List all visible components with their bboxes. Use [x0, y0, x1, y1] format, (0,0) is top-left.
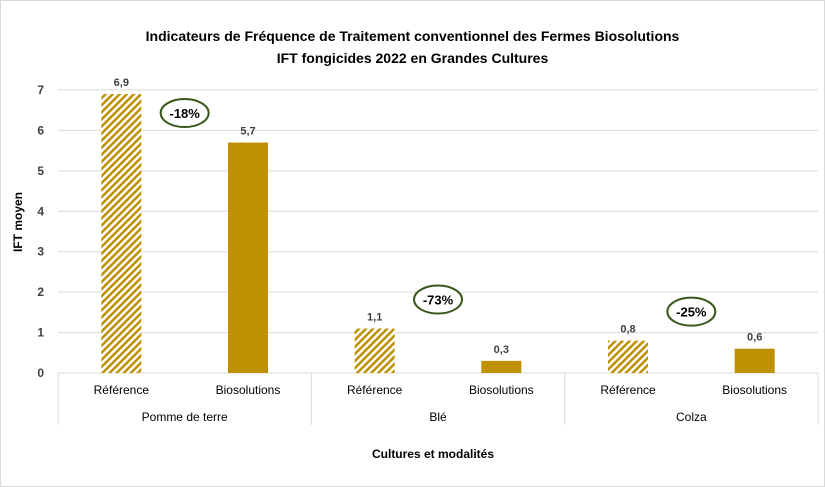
data-label: 0,6: [747, 332, 762, 344]
data-label: 5,7: [240, 126, 255, 138]
bar: [734, 348, 775, 373]
group-label: Pomme de terre: [142, 410, 228, 424]
bar: [354, 328, 395, 373]
chart-title: Indicateurs de Fréquence de Traitement c…: [145, 28, 680, 44]
x-axis-label: Cultures et modalités: [372, 447, 494, 461]
category-tick-label: Référence: [347, 383, 403, 397]
y-tick-label: 5: [37, 164, 44, 178]
y-tick-label: 1: [37, 326, 44, 340]
bar: [608, 340, 648, 373]
category-tick-label: Référence: [600, 383, 656, 397]
y-axis-label: IFT moyen: [11, 192, 25, 252]
data-label: 0,8: [620, 324, 635, 336]
reduction-label: -25%: [676, 305, 707, 320]
reduction-ellipse: [666, 296, 717, 327]
reduction-ellipse: [413, 284, 463, 315]
data-label: 0,3: [494, 344, 509, 356]
category-tick-label: Biosolutions: [216, 383, 281, 397]
chart-subtitle: IFT fongicides 2022 en Grandes Cultures: [276, 50, 549, 66]
group-label: Blé: [429, 410, 447, 424]
data-label: 6,9: [114, 77, 129, 89]
y-tick-label: 0: [37, 366, 44, 380]
data-label: 1,1: [367, 312, 382, 324]
y-tick-label: 3: [37, 245, 44, 259]
bar: [101, 94, 142, 374]
y-tick-label: 6: [37, 123, 44, 137]
y-tick-label: 4: [37, 204, 44, 218]
group-label: Colza: [676, 410, 707, 424]
bar: [481, 360, 522, 373]
category-tick-label: Biosolutions: [469, 383, 534, 397]
reduction-label: -73%: [423, 293, 454, 308]
category-tick-label: Référence: [94, 383, 150, 397]
y-tick-label: 2: [37, 285, 44, 299]
reduction-label: -18%: [169, 106, 200, 121]
y-tick-label: 7: [37, 83, 44, 97]
category-tick-label: Biosolutions: [722, 383, 787, 397]
reduction-ellipse: [159, 98, 210, 129]
bar: [228, 142, 268, 373]
